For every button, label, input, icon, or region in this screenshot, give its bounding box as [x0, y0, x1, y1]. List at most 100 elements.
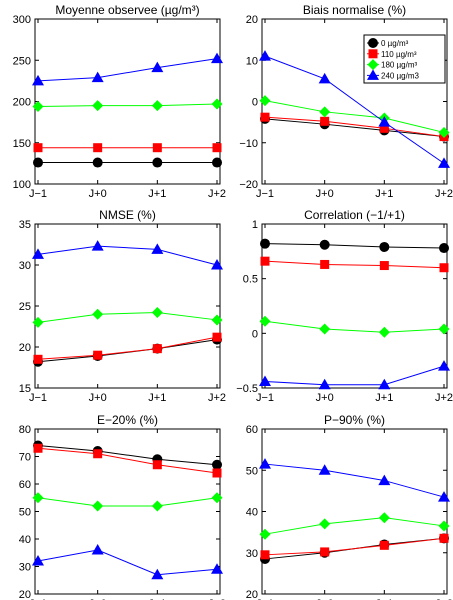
data-point-square [320, 259, 330, 269]
data-point-triangle [378, 378, 391, 390]
y-tick-label: 0.5 [243, 274, 258, 286]
x-tick-label: J+2 [208, 392, 226, 404]
series-line [264, 118, 445, 138]
y-tick-label: 60 [19, 479, 31, 491]
series-line [264, 365, 445, 386]
x-tick-label: J−1 [29, 188, 47, 200]
data-point-square [320, 116, 330, 126]
data-point-triangle [32, 248, 44, 259]
plot-frame [34, 428, 221, 595]
series-4 [32, 52, 223, 86]
legend-marker-square [368, 49, 378, 59]
data-point-circle [379, 241, 390, 252]
data-point-triangle [438, 360, 450, 371]
legend-entry-2: 110 µg/m³ [367, 49, 417, 59]
series-1 [33, 440, 222, 470]
data-point-diamond [32, 100, 44, 112]
data-point-diamond [259, 315, 271, 327]
legend-label: 110 µg/m³ [381, 50, 417, 59]
series-line [264, 100, 445, 133]
series-line [37, 497, 218, 507]
data-point-triangle [211, 52, 223, 64]
panel-title: Moyenne observee (µg/m³) [55, 3, 199, 17]
series-2 [33, 443, 222, 478]
x-tick-label: J−1 [256, 188, 274, 200]
series-line [264, 537, 445, 556]
series-3 [32, 98, 223, 112]
data-point-diamond [151, 307, 163, 319]
y-tick-label: 1 [252, 219, 258, 231]
x-tick-label: J−1 [256, 598, 274, 600]
data-point-square [260, 550, 270, 560]
data-point-triangle [91, 71, 104, 83]
data-point-square [93, 449, 103, 459]
data-point-square [212, 332, 222, 342]
x-tick-label: J+0 [316, 598, 334, 600]
data-point-triangle [151, 243, 164, 254]
data-point-circle [212, 459, 222, 470]
data-point-circle [33, 157, 43, 168]
data-point-square [33, 354, 43, 364]
data-point-triangle [318, 378, 331, 390]
data-point-diamond [438, 520, 450, 532]
data-point-diamond [259, 528, 271, 540]
data-point-triangle [91, 240, 104, 251]
x-tick-label: J+2 [435, 598, 453, 600]
data-point-triangle [378, 474, 391, 486]
legend-marker-circle [368, 38, 378, 48]
data-point-diamond [211, 314, 223, 326]
legend-label: 0 µg/m³ [381, 39, 409, 48]
series-line [264, 463, 445, 498]
data-point-square [439, 263, 449, 273]
data-point-triangle [151, 61, 164, 73]
series-line [37, 339, 218, 363]
legend-marker-triangle [367, 69, 379, 80]
data-point-diamond [211, 492, 223, 504]
data-point-diamond [32, 316, 44, 328]
y-tick-label: 60 [246, 424, 258, 436]
series-line [264, 517, 445, 535]
y-tick-label: 50 [246, 465, 258, 477]
data-point-triangle [32, 555, 44, 566]
y-tick-label: −10 [239, 138, 258, 150]
data-point-circle [260, 238, 270, 249]
series-2 [260, 256, 449, 273]
y-tick-label: 30 [246, 548, 258, 560]
data-point-square [212, 143, 222, 153]
data-point-diamond [319, 518, 331, 530]
y-tick-label: 20 [246, 589, 258, 600]
x-tick-label: J+1 [148, 598, 166, 600]
series-line [37, 103, 218, 107]
series-line [37, 549, 218, 576]
series-line [37, 245, 218, 266]
data-point-diamond [378, 512, 390, 524]
y-tick-label: 70 [19, 452, 31, 464]
series-2 [260, 533, 449, 560]
data-point-triangle [32, 74, 44, 86]
series-4 [32, 240, 223, 270]
y-tick-label: 100 [13, 179, 31, 191]
series-line [264, 55, 445, 164]
data-point-diamond [151, 100, 163, 112]
series-1 [33, 334, 222, 367]
data-point-triangle [211, 563, 223, 574]
data-point-diamond [319, 106, 331, 118]
data-point-square [379, 123, 389, 133]
y-tick-label: 80 [19, 424, 31, 436]
series-2 [33, 332, 222, 364]
panel-title: Biais normalise (%) [303, 3, 406, 17]
plot-frame [261, 223, 448, 389]
panel-3: NMSE (%) 15 20 25 30 35 J−1 J+0 J+1 J+2 [19, 208, 226, 404]
legend-marker-diamond [367, 59, 379, 71]
y-tick-label: 15 [19, 383, 31, 395]
panel-6: P−90% (%) 20 30 40 50 60 J−1 J+0 J+1 J+2 [246, 413, 453, 600]
y-tick-label: 0 [252, 328, 258, 340]
data-point-diamond [259, 95, 271, 107]
series-line [264, 320, 445, 333]
y-tick-label: 0 [252, 97, 258, 109]
panel-1: Moyenne observee (µg/m³) 100 150 200 250 300 J… [13, 3, 226, 200]
data-point-triangle [259, 458, 271, 469]
panel-2: Biais normalise (%) −20 −10 0 10 20 J−1 J+0 J+1 J… [239, 3, 453, 200]
x-tick-label: J+2 [435, 188, 453, 200]
y-tick-label: 20 [246, 14, 258, 26]
